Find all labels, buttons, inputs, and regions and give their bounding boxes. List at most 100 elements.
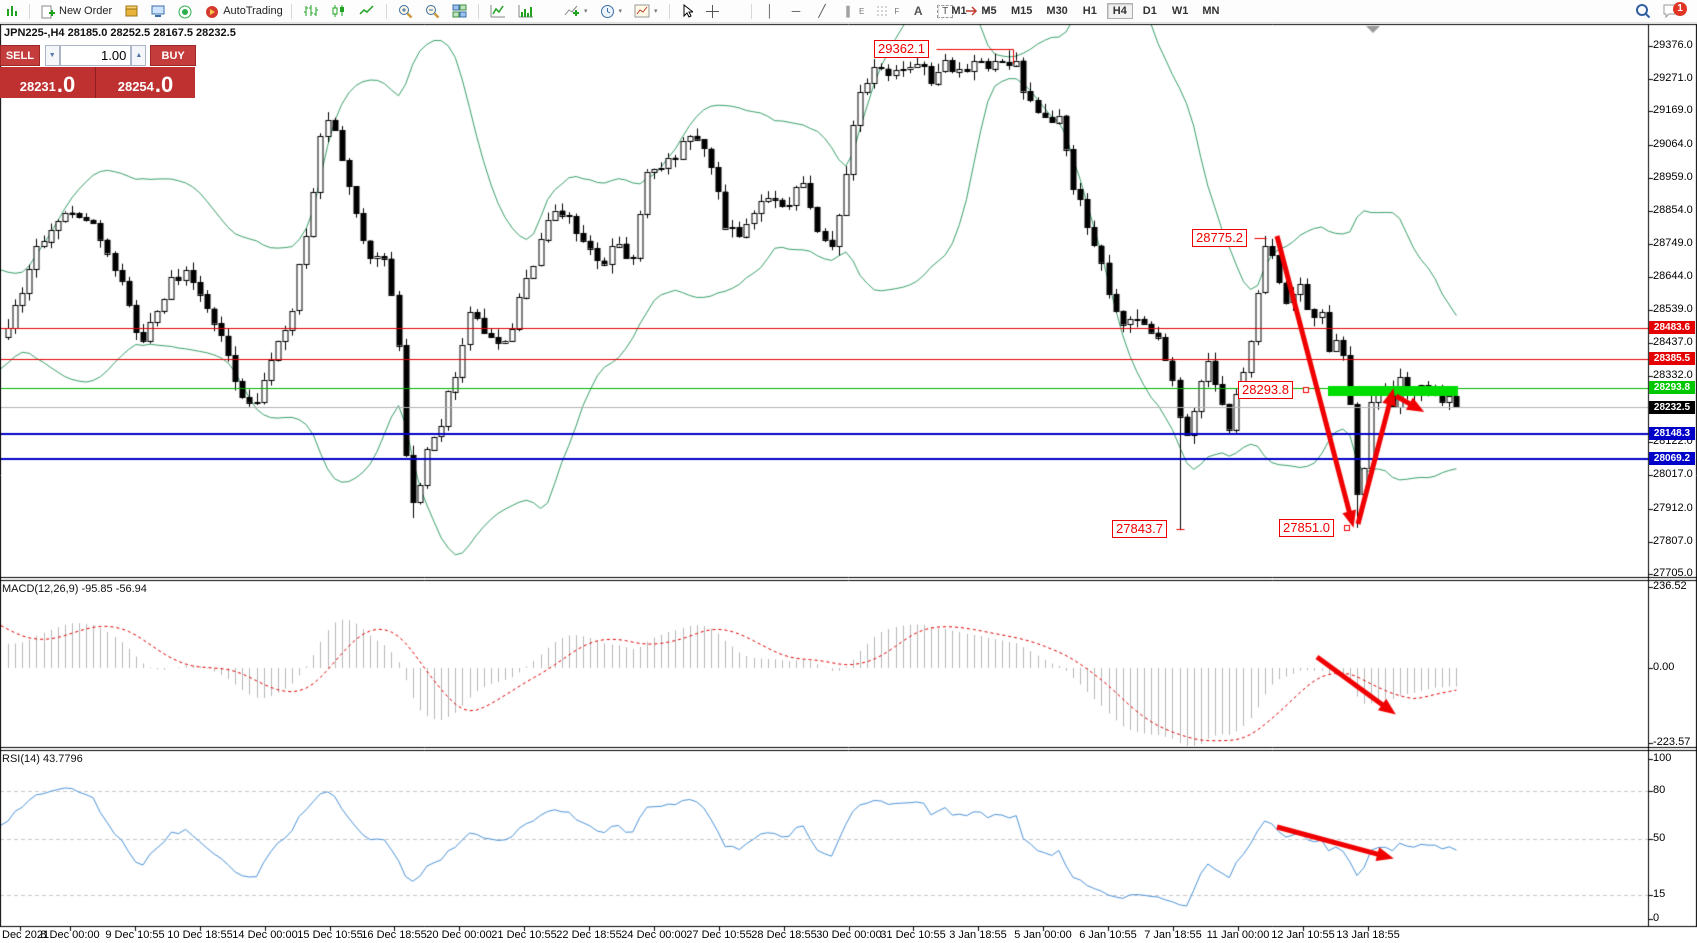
rsi-axis-label: 15 (1653, 888, 1666, 900)
crosshair-button[interactable] (701, 1, 724, 21)
buy-price-button[interactable]: 28254 .0 (96, 67, 195, 98)
timeframe-mn-button[interactable]: MN (1202, 5, 1220, 17)
time-axis-label: 15 Dec 10:55 (297, 929, 363, 941)
line-chart-button[interactable] (355, 1, 379, 21)
sell-price-button[interactable]: 28231 .0 (0, 67, 96, 98)
timeframe-d1-button[interactable]: D1 (1142, 5, 1157, 17)
price-level-badge: 28232.5 (1649, 400, 1695, 414)
axis-tick-label: 28437.0 (1653, 335, 1693, 348)
text-label-icon: T (937, 4, 954, 18)
toolbar-group-chart-types (288, 1, 538, 21)
volume-input[interactable]: 1.00 (59, 45, 132, 66)
time-axis-label: 31 Dec 10:55 (880, 929, 946, 941)
price-annotation-label: 27851.0 (1279, 519, 1334, 537)
charts-button[interactable] (2, 1, 22, 21)
templates-button[interactable]: ▾ (630, 1, 662, 21)
channel-icon: ∥ (845, 4, 851, 18)
toolbar-separator (668, 3, 670, 19)
timeframe-m30-button[interactable]: M30 (1046, 5, 1068, 17)
timeframe-m1-button[interactable]: M1 (951, 5, 967, 17)
vertical-line-icon: │ (766, 4, 774, 18)
tile-windows-button[interactable] (448, 1, 471, 21)
fibonacci-button[interactable]: F (872, 1, 903, 21)
timeframe-h1-button[interactable]: H1 (1082, 5, 1097, 17)
trendline-button[interactable]: ╱ (811, 1, 833, 21)
price-level-badge: 28148.3 (1649, 427, 1695, 441)
time-axis-label: 21 Dec 10:55 (491, 929, 557, 941)
axis-tick-label: 27807.0 (1653, 534, 1693, 547)
axis-tick-label: 28017.0 (1653, 468, 1693, 481)
text-icon: A (913, 4, 923, 18)
buy-button[interactable]: BUY (150, 45, 196, 66)
chart-ohlc-title: JPN225-,H4 28185.0 28252.5 28167.5 28232… (4, 27, 236, 39)
timeframe-m5-button[interactable]: M5 (981, 5, 997, 17)
channel-suffix: E (859, 6, 865, 16)
metaeditor-button[interactable] (120, 1, 143, 21)
zoom-in-button[interactable] (394, 1, 417, 21)
dropdown-caret-icon: ▾ (985, 8, 989, 15)
sell-price-pips: .0 (56, 72, 76, 97)
zoom-out-button[interactable] (421, 1, 444, 21)
bar-chart-button[interactable] (299, 1, 323, 21)
template-icon (634, 4, 650, 18)
volume-stepper-down[interactable]: ▼ (44, 45, 60, 66)
notification-badge: 1 (1673, 2, 1687, 16)
arrows-icon (966, 6, 978, 16)
auto-scroll-button[interactable] (486, 1, 510, 21)
dropdown-caret-icon: ▾ (654, 8, 658, 15)
chart-shift-button[interactable] (514, 1, 538, 21)
notifications-button[interactable]: 1 (1659, 1, 1691, 21)
price-level-badge: 28483.6 (1649, 321, 1695, 335)
timeframe-h4-button[interactable]: H4 (1106, 3, 1133, 19)
time-axis-label: 16 Dec 18:55 (361, 929, 427, 941)
macd-indicator-label: MACD(12,26,9) -95.85 -56.94 (2, 583, 147, 595)
zoom-out-icon (426, 4, 440, 18)
one-click-row-controls: SELL ▼ 1.00 ▲ BUY (0, 45, 196, 66)
axis-tick-label: 28854.0 (1653, 203, 1693, 216)
vertical-line-button[interactable]: │ (759, 1, 781, 21)
time-axis-label: 6 Jan 10:55 (1079, 929, 1137, 941)
timeframe-m15-button[interactable]: M15 (1011, 5, 1033, 17)
add-indicator-button[interactable]: ▾ (560, 1, 592, 21)
arrows-button[interactable]: ▾ (961, 1, 993, 21)
time-axis-label: 12 Jan 10:55 (1271, 929, 1335, 941)
autotrading-button[interactable]: AutoTrading (201, 1, 287, 21)
line-chart-icon (359, 5, 374, 15)
rsi-axis-label: 50 (1653, 832, 1666, 844)
axis-tick-label: 29376.0 (1653, 39, 1693, 51)
axis-tick-label: 28749.0 (1653, 237, 1693, 250)
auto-scroll-icon (490, 5, 505, 18)
new-order-button[interactable]: New Order (37, 1, 116, 21)
channel-button[interactable]: ∥ E (837, 1, 868, 21)
time-axis-label: 10 Dec 18:55 (167, 929, 233, 941)
timeframe-w1-button[interactable]: W1 (1171, 5, 1189, 17)
fibonacci-icon (877, 6, 890, 16)
terminal-button[interactable] (147, 1, 170, 21)
toolbar-group-right: 1 (1631, 1, 1691, 21)
text-label-button[interactable]: T (933, 1, 957, 21)
signals-button[interactable] (174, 1, 197, 21)
new-order-icon (41, 5, 55, 18)
toolbar-group-timeframes: M1 M5 M15 M30 H1 H4 D1 W1 MN (935, 1, 1224, 21)
price-annotation-label: 28293.8 (1238, 381, 1293, 399)
axis-tick-label: 29064.0 (1653, 137, 1693, 150)
stepper-up-icon: ▲ (135, 52, 143, 59)
toolbar-separator (938, 3, 939, 19)
one-click-row-prices: 28231 .0 28254 .0 (0, 67, 196, 98)
horizontal-line-button[interactable]: ─ (785, 1, 807, 21)
sell-button[interactable]: SELL (0, 45, 40, 66)
price-level-badge: 28385.5 (1649, 352, 1695, 366)
candlestick-chart-icon (332, 5, 344, 17)
cursor-button[interactable] (677, 1, 697, 21)
axis-tick-label: 29271.0 (1653, 72, 1693, 85)
time-axis-label: 11 Jan 00:00 (1206, 929, 1270, 941)
search-button[interactable] (1631, 1, 1655, 21)
periods-button[interactable]: ▾ (596, 1, 627, 21)
text-button[interactable]: A (907, 1, 929, 21)
volume-stepper-up[interactable]: ▲ (131, 45, 147, 66)
candlestick-chart-button[interactable] (327, 1, 351, 21)
add-indicator-icon (564, 5, 579, 16)
time-axis-label: 20 Dec 00:00 (426, 929, 492, 941)
